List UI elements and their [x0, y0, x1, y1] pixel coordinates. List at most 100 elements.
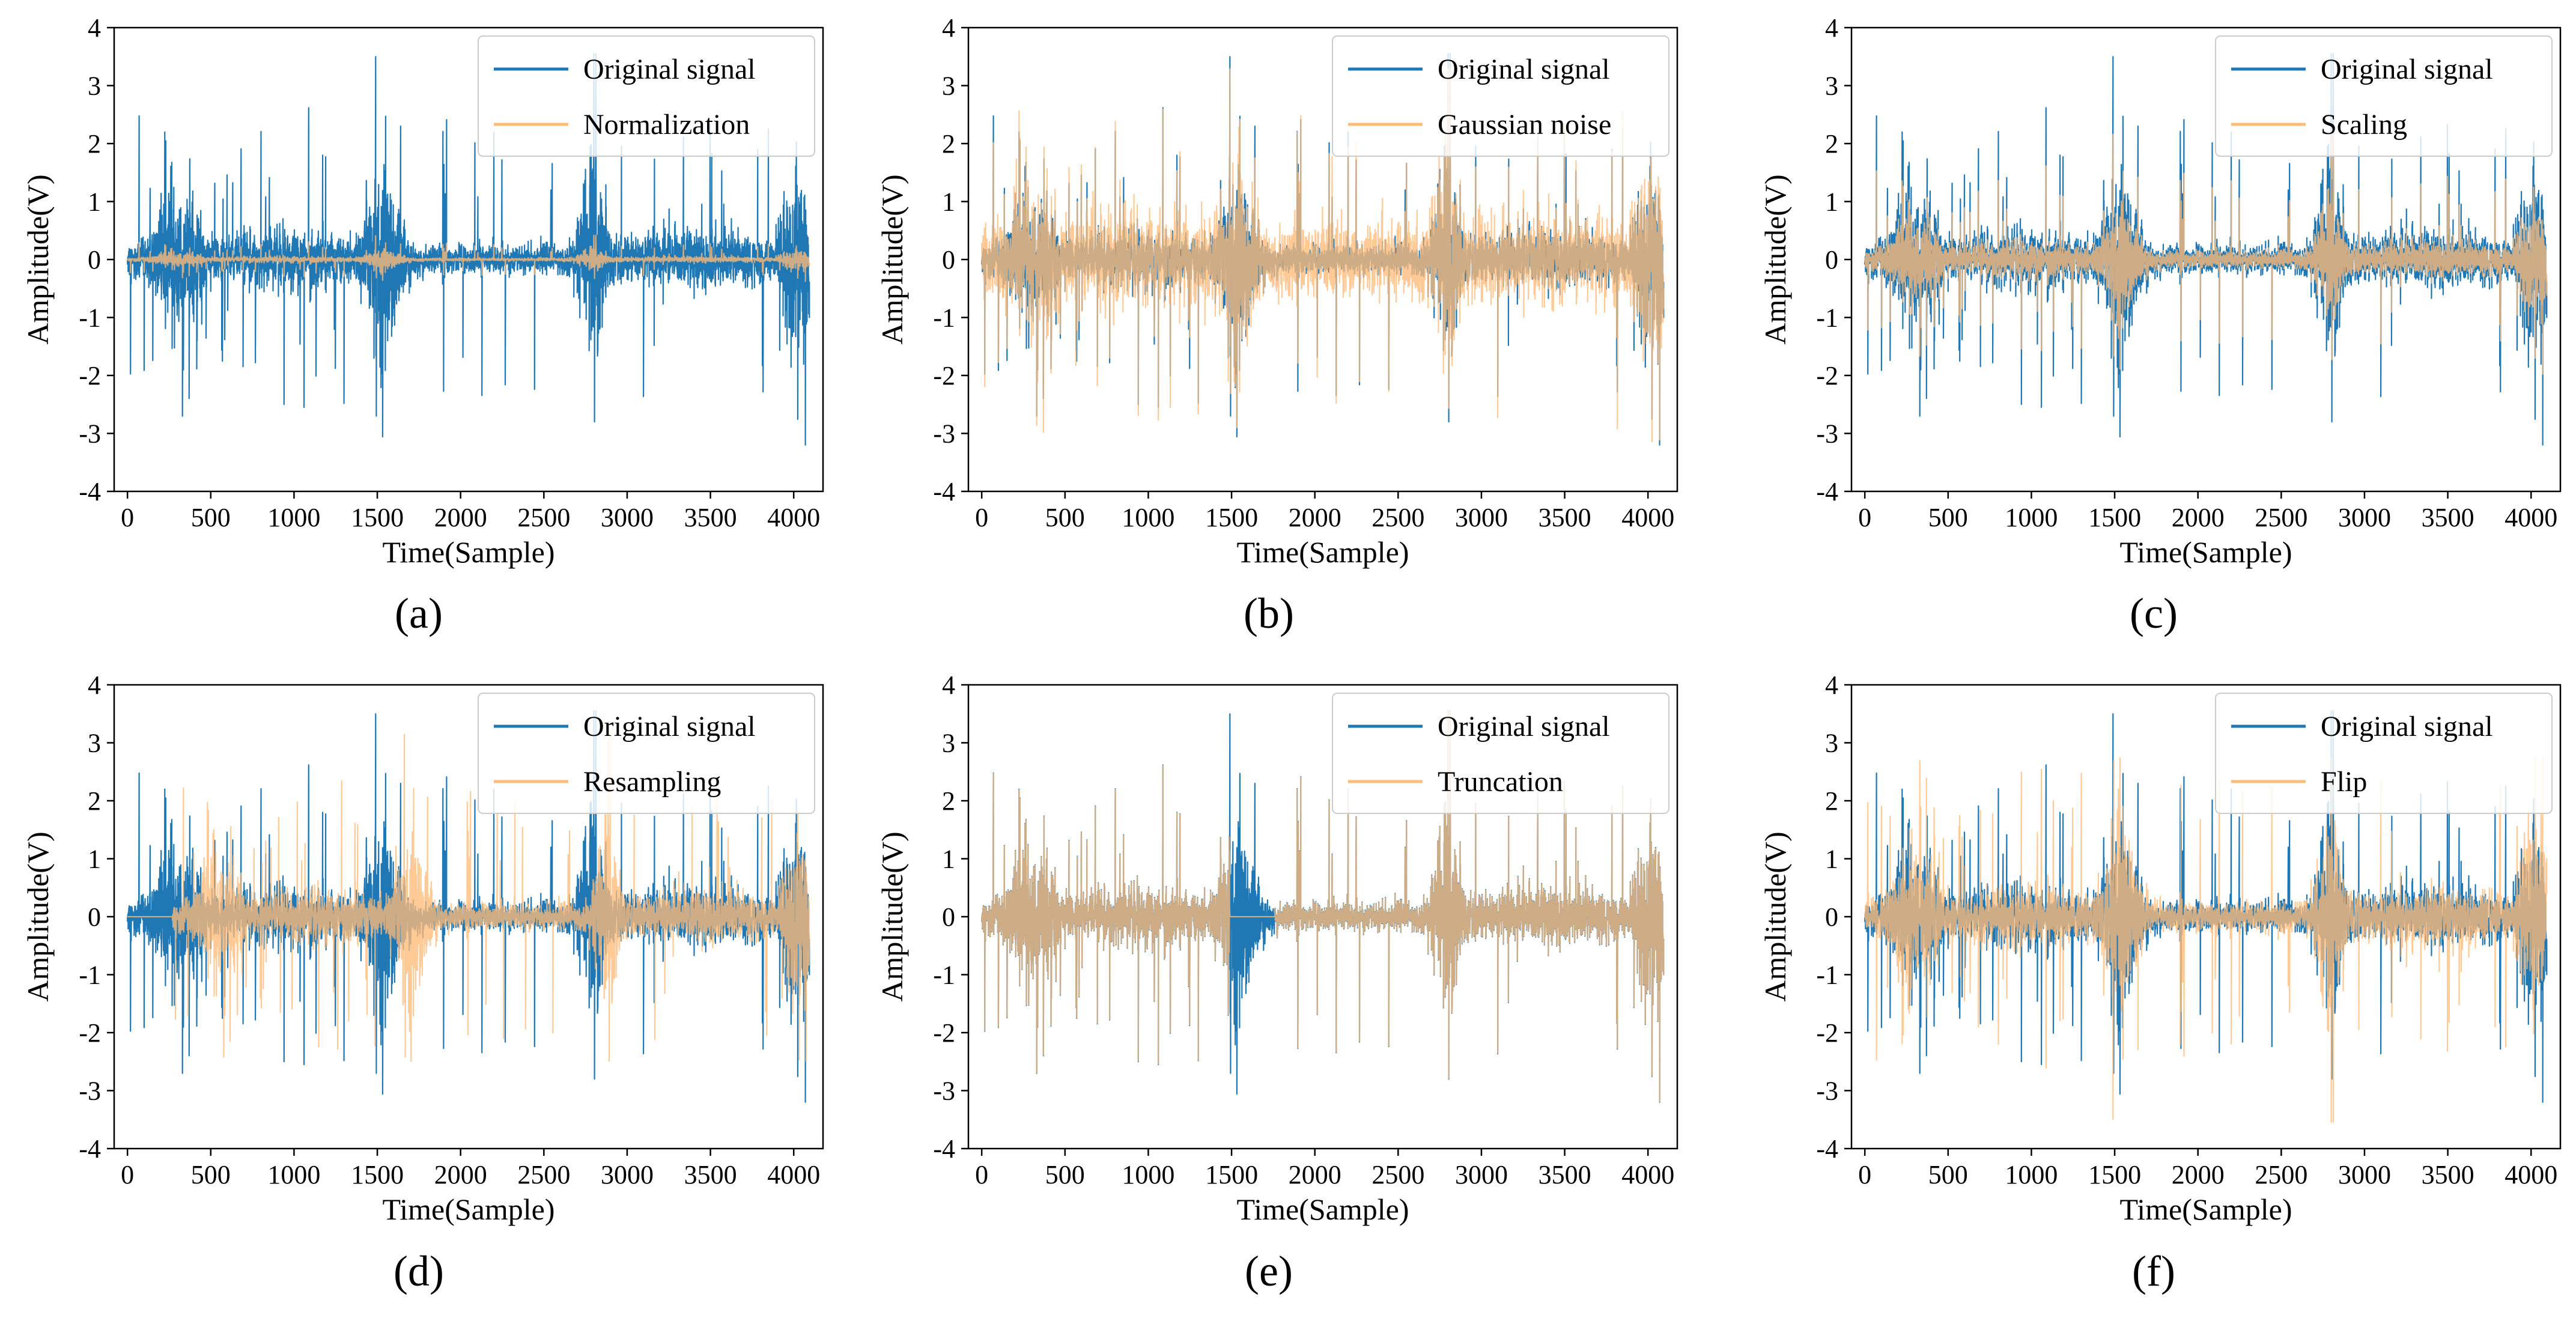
y-tick-label: -3: [79, 419, 101, 449]
legend: Original signal Scaling: [2215, 35, 2553, 157]
x-tick-label: 500: [191, 1160, 231, 1189]
y-tick-label: 1: [942, 845, 955, 874]
chart-panel-e: 0 500 1000 1500 2000 2500 3000 3500 4000 4 3 2 1 0 -1 -…: [875, 670, 1678, 1295]
x-tick-label: 3500: [684, 503, 737, 532]
y-tick-label: -4: [1816, 1134, 1838, 1164]
x-tick-label: 1000: [2005, 503, 2058, 532]
y-tick-label: 3: [88, 71, 101, 101]
x-tick-label: 2500: [517, 503, 570, 532]
x-tick-label: 2000: [1289, 503, 1341, 532]
panel-caption: (d): [393, 1247, 444, 1295]
x-tick-label: 1500: [2088, 503, 2141, 532]
panel-caption: (a): [395, 589, 443, 637]
legend-label: Original signal: [2321, 711, 2493, 742]
y-axis-label: Amplitude(V): [875, 174, 909, 344]
legend-box: [2215, 693, 2553, 814]
y-tick-label: 4: [1825, 13, 1838, 43]
x-tick-label: 3500: [2422, 1160, 2474, 1189]
legend-label: Original signal: [1438, 53, 1610, 85]
legend-box: [478, 693, 815, 814]
y-axis-label: Amplitude(V): [21, 174, 55, 344]
x-tick-label: 3000: [1455, 503, 1508, 532]
chart-panel-d: 0 500 1000 1500 2000 2500 3000 3500 4000 4 3 2 1 0 -1 -…: [21, 670, 824, 1295]
legend-box: [1332, 693, 1669, 814]
y-tick-label: 1: [942, 187, 955, 217]
series-line-normalization: [127, 234, 810, 282]
y-tick-label: -2: [933, 1018, 955, 1048]
series-line-scaling: [1864, 132, 2548, 375]
x-tick-label: 2000: [434, 1160, 487, 1189]
y-tick-label: -3: [1816, 419, 1838, 449]
x-tick-label: 0: [121, 503, 134, 532]
x-tick-label: 3000: [2338, 503, 2391, 532]
y-tick-label: -2: [1816, 1018, 1838, 1048]
x-tick-label: 4000: [2505, 1160, 2557, 1189]
y-tick-label: 2: [942, 786, 955, 816]
legend-label: Normalization: [583, 109, 750, 141]
x-tick-label: 3000: [601, 503, 654, 532]
y-tick-label: -1: [79, 303, 101, 333]
x-tick-label: 3000: [2338, 1160, 2391, 1189]
legend-label: Resampling: [583, 766, 721, 798]
y-tick-label: 0: [1825, 902, 1838, 932]
series-line-truncation: [981, 711, 1665, 1102]
y-tick-label: -2: [79, 1018, 101, 1048]
y-tick-label: -2: [79, 361, 101, 390]
chart-panel-a: 0 500 1000 1500 2000 2500 3000 3500 4000 4 3 2 1 0 -1 -…: [21, 13, 824, 637]
y-tick-label: 1: [88, 845, 101, 874]
x-tick-label: 2000: [1289, 1160, 1341, 1189]
x-axis-label: Time(Sample): [2119, 1192, 2292, 1226]
x-tick-label: 500: [1928, 503, 1968, 532]
x-tick-label: 0: [1858, 1160, 1871, 1189]
panel-caption: (c): [2130, 589, 2178, 637]
x-tick-label: 0: [121, 1160, 134, 1189]
legend: Original signal Truncation: [1332, 693, 1669, 814]
series-group-augmented: [127, 731, 810, 1062]
x-axis-label: Time(Sample): [2119, 535, 2292, 569]
x-tick-label: 0: [1858, 503, 1871, 532]
x-tick-label: 1500: [351, 503, 404, 532]
x-tick-label: 0: [975, 1160, 988, 1189]
x-tick-label: 4000: [1621, 503, 1674, 532]
legend: Original signal Normalization: [478, 35, 815, 157]
y-tick-label: 4: [942, 13, 955, 43]
legend-label: Scaling: [2321, 109, 2407, 141]
x-axis-label: Time(Sample): [1236, 1192, 1409, 1226]
panel-caption: (e): [1245, 1247, 1293, 1295]
y-tick-label: 3: [942, 729, 955, 758]
series-line-gaussian-noise: [981, 68, 1665, 443]
y-tick-label: 3: [1825, 71, 1838, 101]
y-tick-label: -3: [1816, 1077, 1838, 1106]
x-tick-label: 2500: [517, 1160, 570, 1189]
x-tick-label: 500: [1928, 1160, 1968, 1189]
y-tick-label: -3: [933, 1077, 955, 1106]
y-tick-label: -4: [79, 477, 101, 506]
y-axis-label: Amplitude(V): [1758, 831, 1792, 1001]
y-axis-label: Amplitude(V): [875, 831, 909, 1001]
legend-label: Truncation: [1438, 766, 1563, 798]
x-tick-label: 2000: [2172, 1160, 2225, 1189]
x-tick-label: 500: [1045, 1160, 1085, 1189]
y-tick-label: 1: [88, 187, 101, 217]
y-tick-label: 3: [942, 71, 955, 101]
legend-label: Flip: [2321, 766, 2367, 798]
series-line-resampling: [127, 731, 810, 1062]
y-tick-label: -4: [933, 477, 955, 506]
y-tick-label: 4: [1825, 670, 1838, 700]
y-tick-label: 4: [88, 670, 101, 700]
y-tick-label: -3: [933, 419, 955, 449]
y-tick-label: 0: [1825, 245, 1838, 275]
x-tick-label: 4000: [767, 1160, 820, 1189]
x-tick-label: 4000: [2505, 503, 2557, 532]
legend: Original signal Gaussian noise: [1332, 35, 1669, 157]
x-tick-label: 500: [1045, 503, 1085, 532]
legend: Original signal Flip: [2215, 693, 2553, 814]
series-group-augmented: [1864, 757, 2548, 1123]
y-tick-label: 0: [942, 902, 955, 932]
y-tick-label: -1: [933, 303, 955, 333]
y-tick-label: 2: [88, 786, 101, 816]
y-tick-label: -4: [933, 1134, 955, 1164]
y-tick-label: -2: [933, 361, 955, 390]
x-tick-label: 3000: [601, 1160, 654, 1189]
x-tick-label: 1000: [1122, 1160, 1174, 1189]
